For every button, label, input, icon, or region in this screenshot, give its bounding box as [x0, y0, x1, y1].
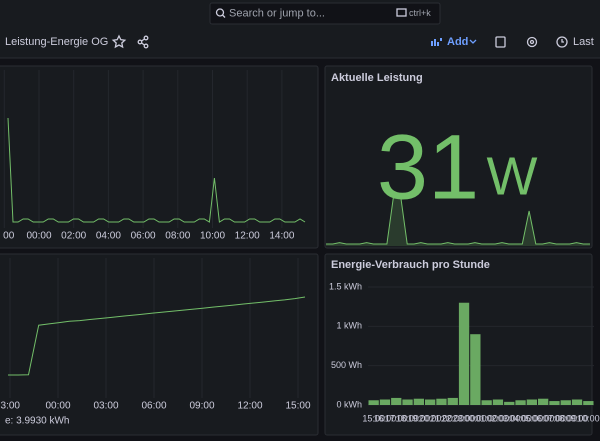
bar — [447, 397, 458, 405]
bar — [492, 399, 504, 405]
bar — [526, 399, 537, 405]
keyboard-icon — [396, 8, 407, 17]
x-tick-label: 03:00 — [93, 401, 118, 412]
time-range[interactable]: Last — [573, 36, 594, 48]
clock-icon[interactable] — [556, 36, 568, 48]
toolbar — [0, 28, 600, 58]
bar — [481, 400, 492, 405]
x-tick-label: 15:00 — [285, 401, 310, 412]
search-text: Search or jump to... — [229, 7, 325, 19]
settings-icon[interactable] — [526, 36, 538, 48]
chevron — [469, 39, 477, 44]
shortcut: ctrl+k — [409, 8, 431, 18]
y-tick-label: 1.5 kWh — [329, 281, 362, 291]
x-tick-label: 02:00 — [61, 231, 86, 242]
add-button[interactable]: Add — [447, 36, 468, 48]
stat-unit: W — [487, 146, 538, 206]
y-tick-label: 500 Wh — [331, 360, 362, 370]
bar — [402, 399, 413, 405]
x-tick-label: 10:00 — [577, 413, 600, 423]
x-tick-label: 14:00 — [269, 231, 294, 242]
panel-title: Energie-Verbrauch pro Stunde — [331, 259, 490, 271]
x-tick-label: 12:00 — [235, 231, 260, 242]
stat-value: 31 — [377, 116, 479, 218]
bar — [538, 398, 549, 405]
panel-title: Aktuelle Leistung — [331, 72, 423, 84]
bar — [515, 400, 526, 405]
x-tick-label: 01:00 — [475, 413, 498, 423]
legend: e: 3.9930 kWh — [5, 416, 69, 427]
sparkline — [326, 194, 590, 245]
x-tick-label: 04:00 — [509, 413, 532, 423]
x-tick-label: 09:00 — [566, 413, 589, 423]
x-tick-label: 03:00 — [498, 413, 521, 423]
bar — [368, 400, 379, 405]
y-tick-label: 0 kWh — [336, 399, 362, 409]
panel — [0, 253, 319, 436]
bar — [425, 399, 436, 405]
panel — [324, 65, 593, 249]
share-icon[interactable] — [137, 35, 149, 49]
bar — [560, 400, 571, 405]
x-tick-label: 20:00 — [419, 413, 442, 423]
line — [8, 296, 306, 376]
x-tick-label: 02:00 — [487, 413, 510, 423]
x-tick-label: 04:00 — [96, 231, 121, 242]
x-tick-label: 18:00 — [396, 413, 419, 423]
search-box[interactable] — [209, 2, 441, 25]
x-tick-label: 08:00 — [165, 231, 190, 242]
x-tick-label: 23:00 — [453, 413, 476, 423]
search-icon — [222, 14, 226, 18]
bar — [470, 334, 481, 405]
search-icon — [215, 8, 225, 17]
bar — [549, 401, 560, 405]
x-tick-label: 07:00 — [543, 413, 566, 423]
panel — [324, 253, 593, 436]
bar — [504, 401, 515, 405]
bar — [571, 399, 583, 405]
x-tick-label: 06:00 — [131, 231, 156, 242]
bar — [379, 399, 391, 405]
x-tick-label: 12:00 — [237, 401, 262, 412]
x-tick-label: 3:00 — [1, 401, 21, 412]
x-tick-label: 06:00 — [532, 413, 555, 423]
x-tick-label: 06:00 — [141, 401, 166, 412]
x-tick-label: 00:00 — [26, 231, 51, 242]
clock-icon — [561, 39, 564, 43]
line — [7, 117, 306, 223]
bar — [436, 398, 447, 405]
x-tick-label: 00:00 — [464, 413, 487, 423]
add-icon — [431, 38, 442, 46]
x-tick-label: 10:00 — [200, 231, 225, 242]
x-tick-label: 16:00 — [374, 413, 397, 423]
settings-icon — [529, 39, 535, 45]
x-tick-label: 09:00 — [189, 401, 214, 412]
save-icon[interactable] — [495, 36, 506, 48]
x-tick-label: 19:00 — [408, 413, 431, 423]
bar — [583, 401, 594, 405]
star-icon[interactable] — [111, 34, 127, 49]
bar — [458, 302, 470, 405]
dashboard-title[interactable]: Leistung-Energie OG — [5, 36, 108, 48]
x-tick-label: 15:00 — [362, 413, 385, 423]
x-tick-label: 00 — [3, 231, 15, 242]
x-tick-label: 08:00 — [554, 413, 577, 423]
x-tick-label: 00:00 — [45, 401, 70, 412]
x-tick-label: 22:00 — [441, 413, 464, 423]
bar — [391, 397, 402, 405]
y-tick-label: 1 kWh — [336, 321, 362, 331]
panel — [0, 65, 319, 249]
x-tick-label: 05:00 — [521, 413, 544, 423]
bar — [413, 398, 424, 405]
x-tick-label: 17:00 — [385, 413, 408, 423]
x-tick-label: 21:00 — [430, 413, 453, 423]
